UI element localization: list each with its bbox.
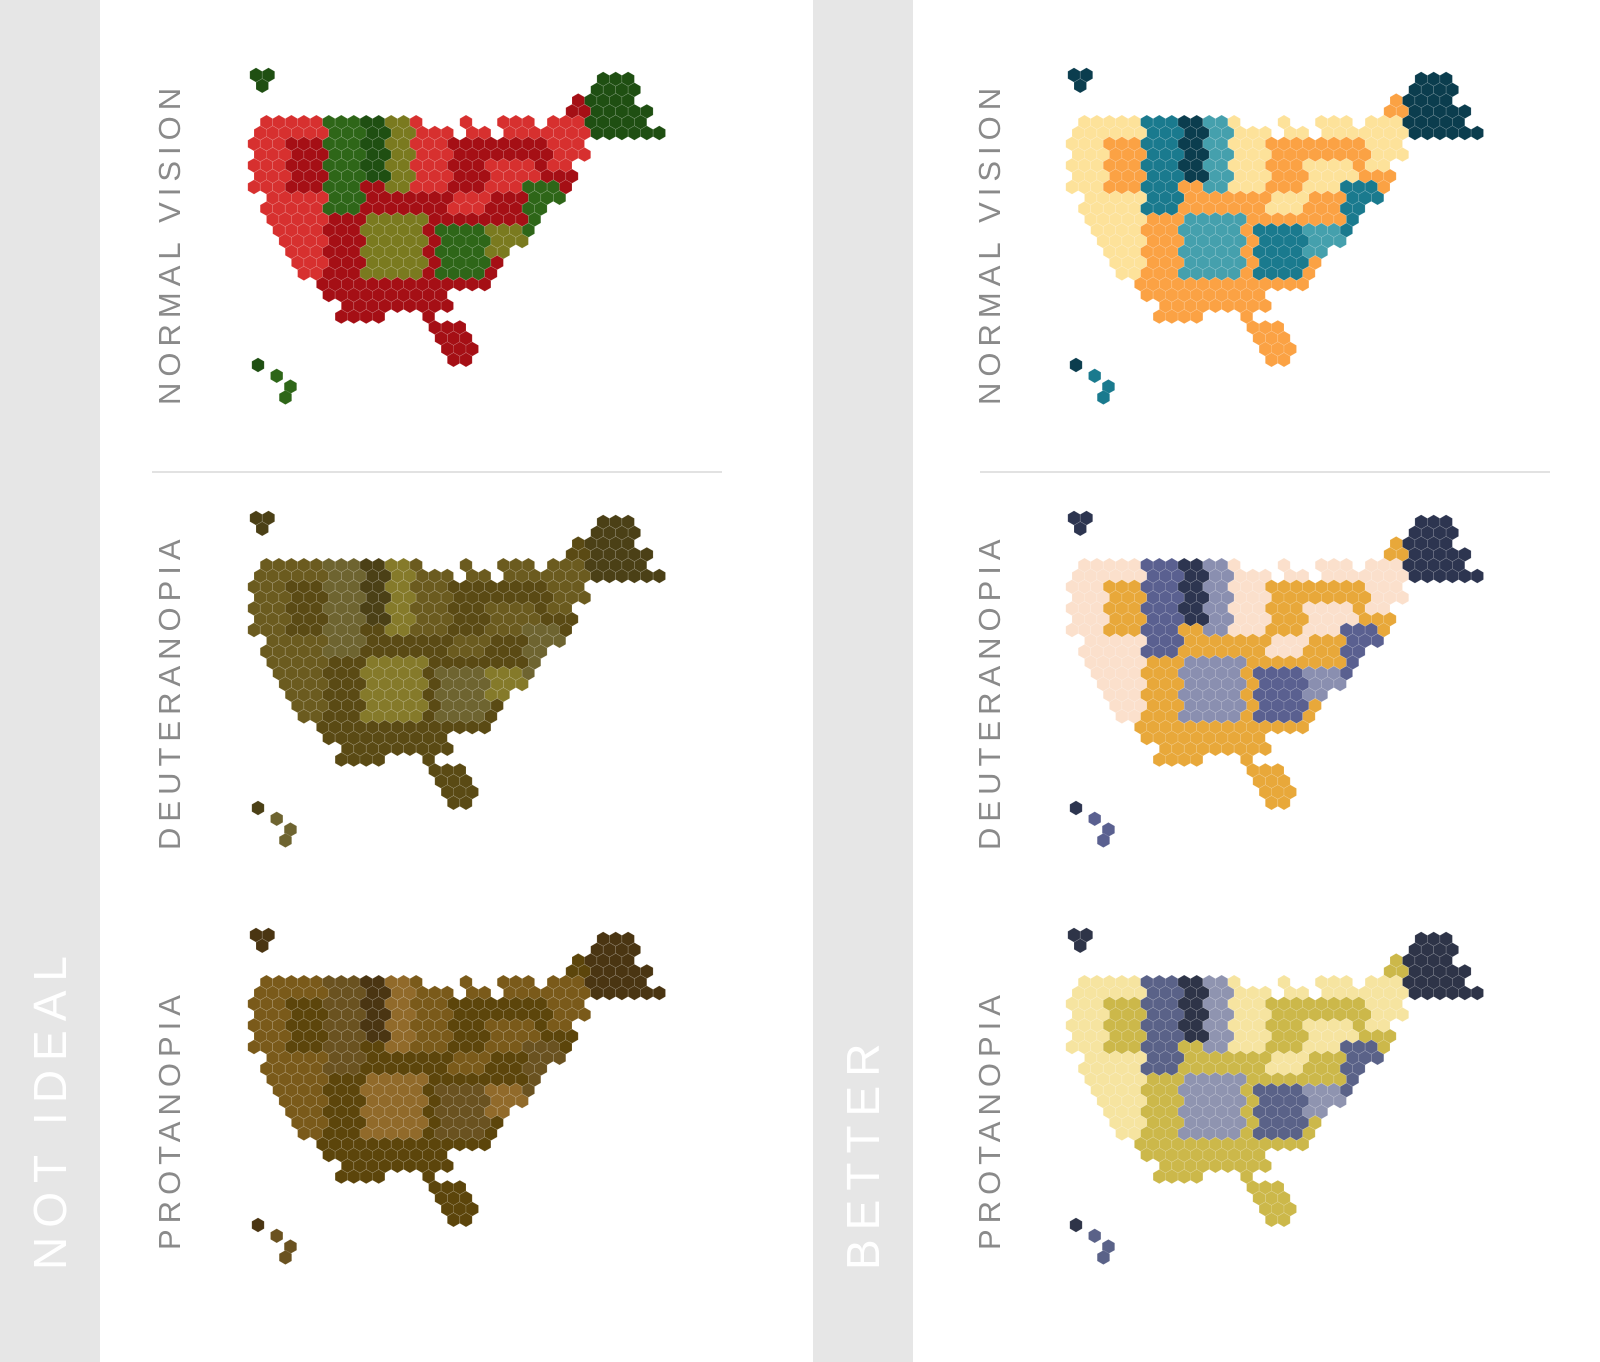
hex-tile <box>1190 1169 1204 1185</box>
hex-tile <box>1190 309 1204 325</box>
hex-tile-alaska <box>1073 78 1087 94</box>
hex-tile-hawaii <box>1101 1239 1116 1255</box>
hex-tile <box>577 590 592 606</box>
hex-map-not-ideal-deuteranopia <box>247 510 666 848</box>
hex-tile-hawaii <box>1096 832 1111 848</box>
hex-tile <box>1296 719 1310 735</box>
divider-left <box>152 471 722 473</box>
hex-tile-hawaii <box>251 1217 265 1233</box>
hex-tile <box>1258 1158 1272 1174</box>
hex-tile <box>1333 1093 1347 1109</box>
hex-tile-hawaii <box>1069 800 1083 816</box>
hex-tile <box>515 676 529 692</box>
hex-tile <box>1470 985 1484 1001</box>
hex-tile-hawaii <box>1069 357 1083 373</box>
hex-tile <box>1470 125 1484 141</box>
hex-tile-alaska <box>255 938 269 954</box>
hex-tile <box>515 233 529 249</box>
panel-label-better-protanopia: PROTANOPIA <box>972 989 1007 1250</box>
hex-tile-hawaii <box>1088 811 1102 827</box>
hex-tile <box>652 985 666 1001</box>
better-label: BETTER <box>837 1034 889 1270</box>
hex-tile-hawaii <box>278 389 293 405</box>
hex-tile <box>577 147 592 163</box>
hex-tile <box>1395 147 1410 163</box>
hex-tile-hawaii <box>1101 379 1116 395</box>
hex-tile-hawaii <box>1096 389 1111 405</box>
not-ideal-label: NOT IDEAL <box>24 947 76 1270</box>
hex-tile-hawaii <box>251 800 265 816</box>
not-ideal-band: NOT IDEAL <box>0 0 100 1362</box>
hex-tile <box>1470 568 1484 584</box>
hex-tile-hawaii <box>278 1249 293 1265</box>
divider-right <box>980 471 1550 473</box>
hex-tile <box>478 719 492 735</box>
hex-tile <box>1258 298 1272 314</box>
hex-tile <box>515 1093 529 1109</box>
hex-tile <box>1277 352 1291 368</box>
hex-tile-hawaii <box>1069 1217 1083 1233</box>
hex-tile-hawaii <box>278 832 293 848</box>
panel-label-better-deuteranopia: DEUTERANOPIA <box>972 533 1007 850</box>
hex-tile <box>652 568 666 584</box>
hex-tile <box>577 1007 592 1023</box>
better-band: BETTER <box>813 0 913 1362</box>
hex-tile-hawaii <box>1088 1228 1102 1244</box>
hex-tile <box>1370 190 1385 206</box>
hex-tile <box>440 741 454 757</box>
panel-label-not-ideal-deuteranopia: DEUTERANOPIA <box>152 533 187 850</box>
hex-tile <box>1296 276 1310 292</box>
hex-tile <box>478 1136 492 1152</box>
hex-tile <box>1258 741 1272 757</box>
panel-label-not-ideal-normal: NORMAL VISION <box>152 81 187 405</box>
hex-tile-hawaii <box>1088 368 1102 384</box>
hex-tile <box>372 309 386 325</box>
hex-tile <box>552 1050 567 1066</box>
hex-tile-alaska <box>1073 938 1087 954</box>
hex-map-not-ideal-normal <box>247 67 666 405</box>
hex-tile <box>1190 752 1204 768</box>
hex-tile <box>1333 676 1347 692</box>
hex-tile-hawaii <box>283 379 298 395</box>
hex-tile <box>1370 1050 1385 1066</box>
hex-tile <box>1277 795 1291 811</box>
hex-tile-hawaii <box>270 1228 284 1244</box>
panel-label-not-ideal-protanopia: PROTANOPIA <box>152 989 187 1250</box>
hex-tile <box>1370 633 1385 649</box>
hex-tile-hawaii <box>251 357 265 373</box>
hex-tile <box>652 125 666 141</box>
hex-tile <box>459 352 473 368</box>
hex-tile <box>372 752 386 768</box>
hex-tile <box>478 276 492 292</box>
hex-tile <box>1395 590 1410 606</box>
hex-tile <box>552 190 567 206</box>
hex-tile-alaska <box>1073 521 1087 537</box>
hex-map-better-protanopia <box>1065 927 1484 1265</box>
hex-map-better-normal <box>1065 67 1484 405</box>
hex-tile-hawaii <box>270 811 284 827</box>
hex-tile <box>552 633 567 649</box>
hex-tile-hawaii <box>270 368 284 384</box>
hex-tile <box>440 1158 454 1174</box>
hex-tile-alaska <box>255 78 269 94</box>
hex-tile-hawaii <box>283 1239 298 1255</box>
hex-tile <box>1296 1136 1310 1152</box>
hex-tile <box>372 1169 386 1185</box>
hex-tile <box>1277 1212 1291 1228</box>
hex-tile-hawaii <box>283 822 298 838</box>
hex-tile <box>1395 1007 1410 1023</box>
hex-tile <box>459 795 473 811</box>
panel-label-better-normal: NORMAL VISION <box>972 81 1007 405</box>
hex-tile-alaska <box>255 521 269 537</box>
hex-tile-hawaii <box>1101 822 1116 838</box>
hex-tile <box>459 1212 473 1228</box>
hex-map-better-deuteranopia <box>1065 510 1484 848</box>
hex-tile-hawaii <box>1096 1249 1111 1265</box>
hex-tile <box>440 298 454 314</box>
hex-tile <box>1333 233 1347 249</box>
hex-map-not-ideal-protanopia <box>247 927 666 1265</box>
